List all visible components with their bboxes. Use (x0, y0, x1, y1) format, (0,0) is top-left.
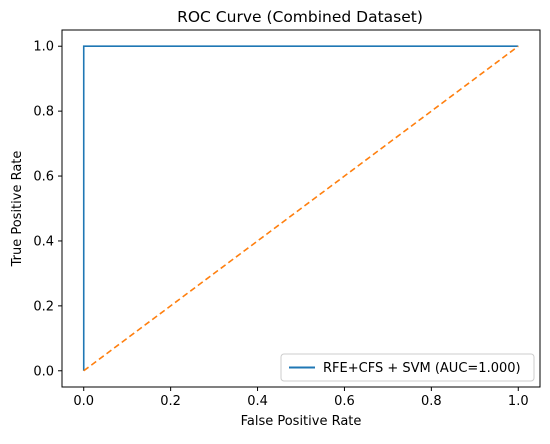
series-line-chance-diagonal (83, 45, 519, 372)
y-tick-label: 1.0 (33, 40, 54, 55)
y-tick-label: 0.2 (33, 299, 54, 314)
chart-title: ROC Curve (Combined Dataset) (177, 8, 423, 26)
y-tick-label: 0.0 (33, 364, 54, 379)
y-tick-label: 0.4 (33, 234, 54, 249)
legend-box (280, 353, 535, 382)
y-axis-ticks: 0.0 0.2 0.4 0.6 0.8 1.0 (33, 40, 62, 379)
y-axis-label: True Positive Rate (10, 151, 25, 268)
axes-frame (61, 29, 541, 388)
x-tick-label: 0.6 (334, 394, 355, 409)
y-tick-label: 0.6 (33, 170, 54, 185)
x-axis-label: False Positive Rate (241, 414, 362, 429)
series-layer (82, 45, 519, 372)
x-tick-label: 0.0 (73, 394, 94, 409)
series-line-svm-roc (82, 45, 519, 371)
y-tick-label: 0.8 (33, 105, 54, 120)
x-tick-label: 0.2 (160, 394, 181, 409)
x-axis-ticks: 0.0 0.2 0.4 0.6 0.8 1.0 (73, 387, 529, 409)
x-tick-label: 1.0 (508, 394, 529, 409)
x-tick-label: 0.8 (421, 394, 442, 409)
legend-label-svm: RFE+CFS + SVM (AUC=1.000) (323, 361, 521, 376)
x-tick-label: 0.4 (247, 394, 268, 409)
legend: RFE+CFS + SVM (AUC=1.000) (280, 353, 535, 382)
